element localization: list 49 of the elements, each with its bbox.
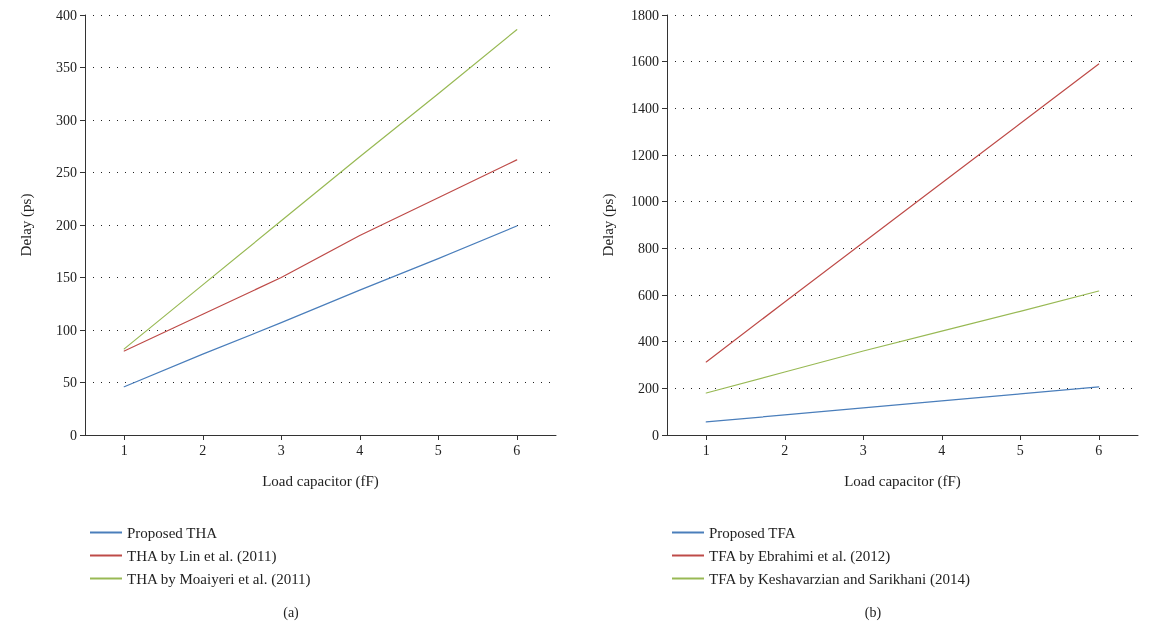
y-tick-label: 400 (56, 7, 77, 23)
x-axis-title: Load capacitor (fF) (844, 472, 961, 490)
x-tick-label: 2 (781, 442, 789, 458)
legend-label: TFA by Keshavarzian and Sarikhani (2014) (709, 570, 970, 588)
y-tick-label: 300 (56, 112, 77, 128)
y-tick-label: 1600 (631, 54, 659, 70)
y-tick-label: 250 (56, 165, 77, 180)
y-tick-label: 1800 (631, 7, 659, 23)
x-tick-label: 5 (1016, 442, 1024, 458)
x-tick-label: 4 (938, 442, 946, 458)
line-series (123, 225, 518, 388)
legend-label: THA by Lin et al. (2011) (127, 547, 277, 565)
y-tick-label: 1400 (631, 100, 659, 116)
y-tick-label: 200 (638, 380, 659, 396)
y-tick-label: 1000 (631, 194, 659, 210)
x-tick-label: 4 (356, 442, 364, 458)
legend-label: Proposed THA (127, 524, 218, 541)
x-tick-label: 5 (434, 442, 442, 458)
y-tick-label: 400 (638, 334, 659, 350)
y-tick-label: 600 (638, 287, 659, 303)
text: (a) (283, 604, 300, 621)
line-series (123, 159, 518, 352)
x-tick-label: 1 (702, 442, 710, 458)
legend-label: TFA by Ebrahimi et al. (2012) (709, 547, 891, 565)
x-tick-label: 3 (859, 442, 867, 458)
text: (b) (864, 604, 882, 621)
x-tick-label: 1 (120, 442, 128, 458)
y-tick-label: 350 (56, 60, 77, 75)
y-tick-label: 150 (56, 270, 77, 285)
y-tick-label: 1200 (631, 147, 659, 163)
y-tick-label: 50 (63, 375, 77, 390)
x-tick-label: 2 (199, 442, 207, 458)
y-tick-label: 800 (638, 240, 659, 256)
y-tick-label: 0 (652, 427, 659, 443)
y-axis-title: Delay (ps) (17, 193, 35, 257)
legend-label: THA by Moaiyeri et al. (2011) (127, 570, 311, 588)
y-tick-label: 200 (56, 217, 77, 233)
line-series (705, 63, 1100, 363)
line-series (705, 386, 1100, 423)
line-series (123, 29, 518, 350)
x-tick-label: 6 (513, 442, 521, 458)
x-axis-title: Load capacitor (fF) (262, 472, 379, 490)
line-series (705, 290, 1100, 394)
x-tick-label: 3 (277, 442, 285, 458)
x-tick-label: 6 (1095, 442, 1103, 458)
y-tick-label: 100 (56, 322, 77, 338)
legend-label: Proposed TFA (709, 524, 796, 541)
y-tick-label: 0 (70, 427, 77, 443)
y-axis-title: Delay (ps) (599, 193, 617, 257)
